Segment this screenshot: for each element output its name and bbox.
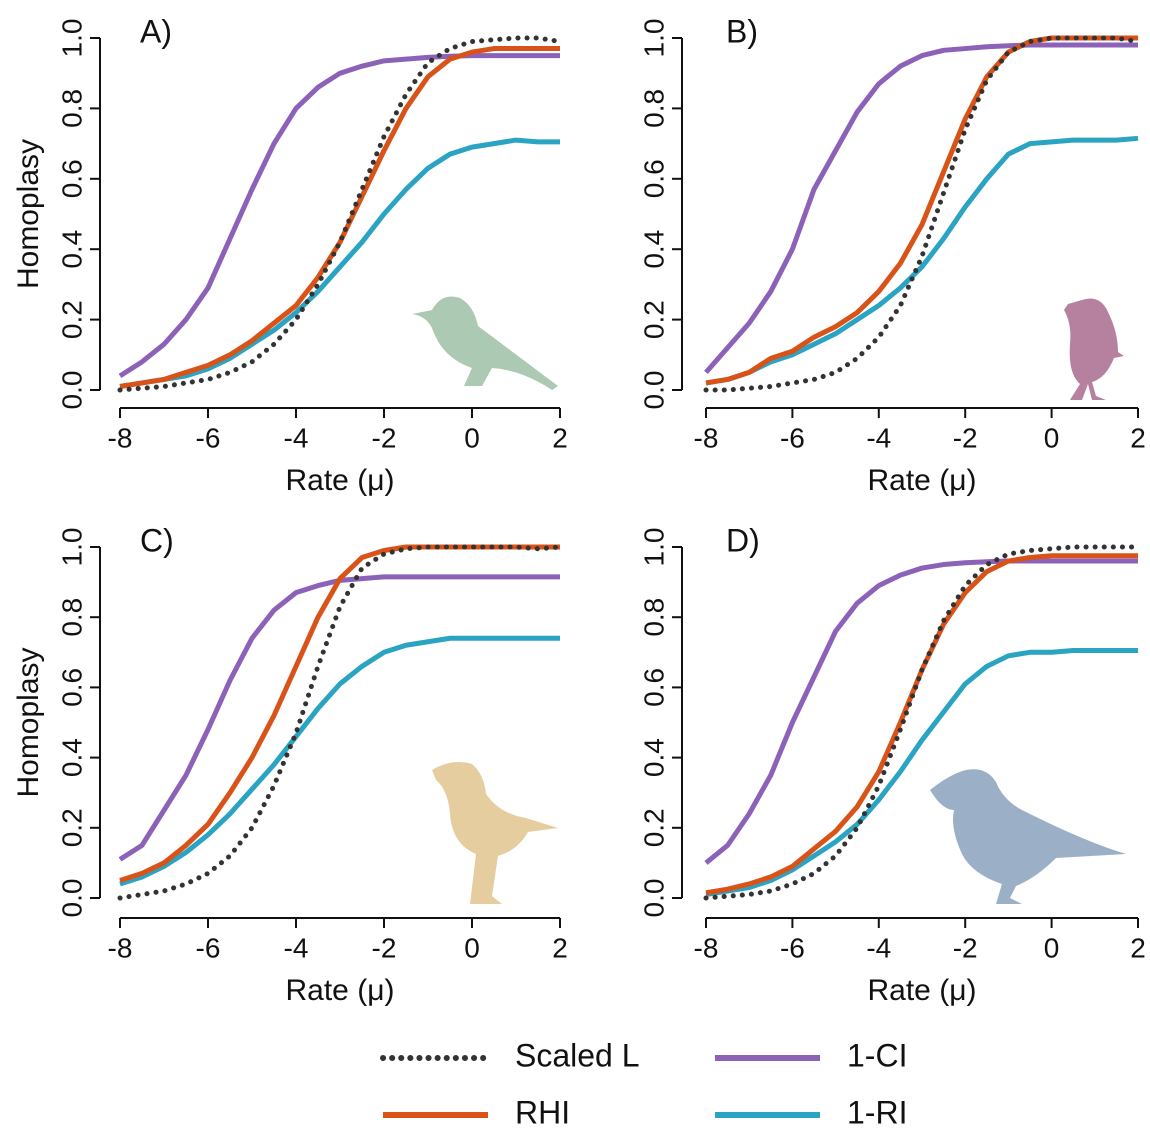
x-axis-label: Rate (μ) <box>286 974 395 1007</box>
legend-label: RHI <box>515 1094 570 1130</box>
bird-silhouette <box>412 296 558 390</box>
y-tick-label: 0.6 <box>56 159 87 198</box>
series-line <box>119 137 560 389</box>
series-line <box>705 648 1138 897</box>
y-tick-label: 0.0 <box>56 371 87 410</box>
bird-silhouette <box>930 769 1126 904</box>
y-tick-label: 1.0 <box>638 19 669 58</box>
y-tick-label: 0.6 <box>638 668 669 707</box>
x-tick-label: 0 <box>1044 932 1060 963</box>
y-tick-label: 0.4 <box>638 738 669 777</box>
x-tick-label: -8 <box>694 932 719 963</box>
y-tick-label: 0.0 <box>56 879 87 918</box>
y-tick-label: 0.4 <box>56 230 87 269</box>
legend-label: 1-CI <box>847 1037 907 1073</box>
x-tick-label: -4 <box>284 422 309 453</box>
y-tick-label: 0.8 <box>56 89 87 128</box>
y-tick-label: 0.8 <box>638 89 669 128</box>
y-tick-label: 0.2 <box>638 300 669 339</box>
legend: Scaled L RHI 1-CI 1-RI <box>380 1037 907 1130</box>
x-tick-label: 2 <box>1130 422 1146 453</box>
x-tick-label: -6 <box>780 422 805 453</box>
series-line <box>119 635 560 887</box>
bird-silhouette <box>432 762 558 904</box>
x-tick-label: 0 <box>464 932 480 963</box>
bird-silhouette <box>1064 298 1124 400</box>
series-line <box>703 544 1141 901</box>
y-tick-label: 0.4 <box>56 738 87 777</box>
y-axis-label: Homoplasy <box>12 647 45 797</box>
y-tick-label: 0.6 <box>56 668 87 707</box>
series-line <box>704 42 1138 375</box>
series-line <box>705 135 1139 386</box>
x-tick-label: -4 <box>866 932 891 963</box>
panel-title: A) <box>140 13 172 49</box>
series-line <box>119 46 560 389</box>
x-tick-label: -2 <box>372 422 397 453</box>
y-tick-label: 0.2 <box>56 808 87 847</box>
y-tick-label: 0.6 <box>638 159 669 198</box>
x-tick-label: 0 <box>1044 422 1060 453</box>
x-tick-label: 2 <box>552 932 568 963</box>
y-tick-label: 0.2 <box>56 300 87 339</box>
y-tick-label: 0.2 <box>638 808 669 847</box>
y-tick-label: 1.0 <box>56 528 87 567</box>
x-tick-label: -4 <box>866 422 891 453</box>
x-tick-label: -8 <box>108 422 133 453</box>
series-line <box>117 35 563 393</box>
x-tick-label: -2 <box>953 932 978 963</box>
x-axis-label: Rate (μ) <box>868 974 977 1007</box>
x-tick-label: 2 <box>1130 932 1146 963</box>
y-tick-label: 0.0 <box>638 371 669 410</box>
x-tick-label: -8 <box>694 422 719 453</box>
y-tick-label: 0.4 <box>638 230 669 269</box>
series-line <box>703 35 1141 393</box>
x-tick-label: -2 <box>953 422 978 453</box>
y-tick-label: 0.0 <box>638 879 669 918</box>
x-tick-label: -6 <box>780 932 805 963</box>
x-tick-label: 0 <box>464 422 480 453</box>
y-axis-label: Homoplasy <box>12 139 45 289</box>
legend-label: Scaled L <box>515 1037 640 1073</box>
x-tick-label: -6 <box>196 932 221 963</box>
y-tick-label: 1.0 <box>638 528 669 567</box>
x-axis-label: Rate (μ) <box>868 464 977 497</box>
x-tick-label: -2 <box>372 932 397 963</box>
panel-title: D) <box>726 522 760 558</box>
panel-title: B) <box>726 13 758 49</box>
x-tick-label: -8 <box>108 932 133 963</box>
x-tick-label: -6 <box>196 422 221 453</box>
x-tick-label: 2 <box>552 422 568 453</box>
x-axis-label: Rate (μ) <box>286 464 395 497</box>
series-line <box>119 544 560 883</box>
panel-title: C) <box>140 522 174 558</box>
x-tick-label: -4 <box>284 932 309 963</box>
y-tick-label: 1.0 <box>56 19 87 58</box>
series-line <box>118 53 560 379</box>
legend-label: 1-RI <box>847 1094 907 1130</box>
y-tick-label: 0.8 <box>56 598 87 637</box>
series-line <box>704 558 1138 865</box>
y-tick-label: 0.8 <box>638 598 669 637</box>
